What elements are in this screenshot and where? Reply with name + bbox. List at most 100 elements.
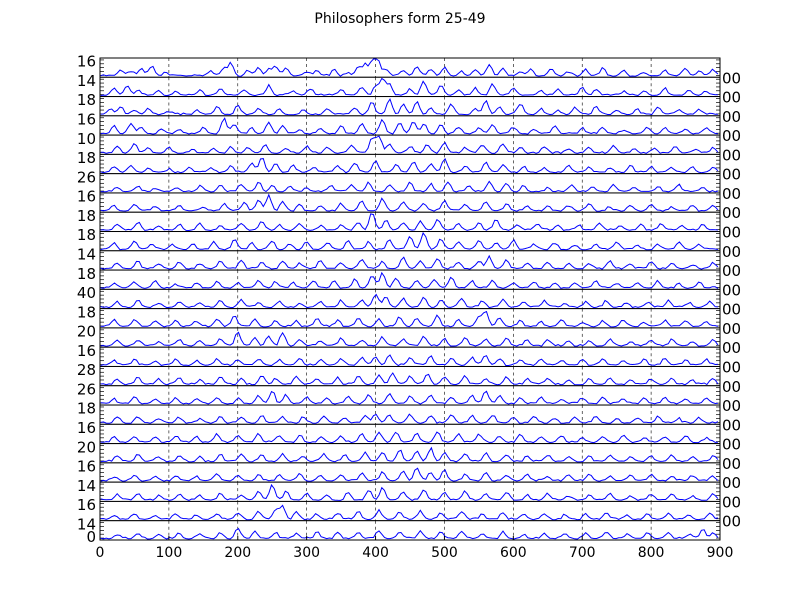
series-line bbox=[100, 135, 719, 155]
series-line bbox=[100, 231, 719, 251]
subplot-46: 16 00 bbox=[77, 455, 741, 483]
subplot-frame bbox=[99, 134, 721, 155]
x-tick-label: 100 bbox=[156, 545, 183, 561]
series-line bbox=[100, 446, 719, 463]
subplot-41: 28 00 bbox=[77, 358, 741, 387]
panel-right-label: 00 bbox=[722, 108, 741, 126]
panel-right-label: 00 bbox=[722, 127, 741, 145]
panel-bottom-left-label: 0 bbox=[86, 528, 96, 546]
panel-left-label: 16 bbox=[77, 419, 96, 437]
x-tick-label: 900 bbox=[707, 545, 734, 561]
subplot-frame bbox=[99, 250, 721, 271]
x-tick-label: 300 bbox=[293, 545, 320, 561]
x-tick-label: 800 bbox=[638, 545, 665, 561]
subplot-44: 16 00 bbox=[77, 416, 741, 445]
panel-right-label: 00 bbox=[722, 166, 741, 184]
panel-left-label: 26 bbox=[77, 168, 96, 186]
panel-right-label: 00 bbox=[722, 358, 741, 376]
panel-right-label: 00 bbox=[722, 281, 741, 299]
panel-right-label: 00 bbox=[722, 185, 741, 203]
x-tick-label: 0 bbox=[96, 545, 105, 561]
series-line bbox=[100, 193, 719, 212]
series-line bbox=[100, 310, 719, 328]
series-line bbox=[100, 180, 719, 193]
subplot-31: 26 00 bbox=[77, 166, 741, 194]
panel-right-label: 00 bbox=[722, 339, 741, 357]
subplot-38: 18 00 bbox=[77, 301, 741, 329]
subplot-frame bbox=[99, 153, 721, 175]
series-line bbox=[100, 390, 718, 405]
x-tick-label: 700 bbox=[569, 545, 596, 561]
panel-right-label: 00 bbox=[722, 493, 741, 511]
subplot-30: 18 00 bbox=[77, 146, 741, 175]
panel-right-label: 00 bbox=[722, 146, 741, 164]
chart-title: Philosophers form 25-49 bbox=[314, 11, 485, 27]
series-line bbox=[100, 354, 718, 367]
series-line bbox=[100, 527, 719, 540]
subplot-37: 40 00 bbox=[77, 281, 741, 310]
panel-right-label: 00 bbox=[722, 455, 741, 473]
panel-right-label: 00 bbox=[722, 243, 741, 261]
panel-left-label: 10 bbox=[77, 130, 96, 148]
panel-left-label: 40 bbox=[77, 284, 96, 302]
panel-left-label: 14 bbox=[77, 72, 96, 90]
subplot-frame bbox=[99, 308, 721, 329]
series-line bbox=[100, 97, 718, 116]
panel-right-label: 00 bbox=[722, 301, 741, 319]
series-line bbox=[100, 157, 719, 174]
panel-left-label: 18 bbox=[77, 149, 96, 167]
subplot-26: 14 00 bbox=[77, 69, 741, 98]
panel-left-label: 18 bbox=[77, 265, 96, 283]
panel-left-label: 18 bbox=[77, 303, 96, 321]
subplot-28: 16 00 bbox=[77, 108, 741, 136]
subplot-42: 26 00 bbox=[77, 378, 741, 406]
panel-left-label: 16 bbox=[77, 458, 96, 476]
panel-right-label: 00 bbox=[722, 397, 741, 415]
panel-left-label: 16 bbox=[77, 496, 96, 514]
subplot-49: 14 00 bbox=[77, 513, 741, 541]
subplot-32: 16 00 bbox=[77, 185, 741, 213]
subplot-frame bbox=[99, 211, 721, 233]
subplot-frame bbox=[99, 500, 721, 522]
panel-right-label: 00 bbox=[722, 416, 741, 434]
x-tick-label: 400 bbox=[362, 545, 389, 561]
x-tick-label: 200 bbox=[224, 545, 251, 561]
x-axis-ticks: 0 100 200 300 400 500 600 700 800 900 bbox=[96, 536, 734, 561]
panel-right-label: 00 bbox=[722, 320, 741, 338]
panel-left-label: 14 bbox=[77, 245, 96, 263]
series-line bbox=[100, 213, 718, 232]
subplot-frame bbox=[99, 231, 721, 252]
panel-left-label: 16 bbox=[77, 53, 96, 71]
subplot-33: 18 00 bbox=[77, 204, 741, 233]
series-line bbox=[100, 117, 718, 135]
panel-left-label: 18 bbox=[77, 400, 96, 418]
panel-left-label: 18 bbox=[77, 91, 96, 109]
panel-left-label: 26 bbox=[77, 380, 96, 398]
panel-right-label: 00 bbox=[722, 69, 741, 87]
subplot-34: 18 00 bbox=[77, 224, 741, 252]
panel-right-label: 00 bbox=[722, 474, 741, 492]
series-line bbox=[100, 372, 719, 386]
panel-right-label: 00 bbox=[722, 89, 741, 107]
subplot-27: 18 00 bbox=[77, 89, 741, 117]
panel-left-label: 16 bbox=[77, 342, 96, 360]
series-line bbox=[100, 254, 719, 270]
subplot-25: 16 bbox=[77, 53, 721, 78]
panel-right-label: 00 bbox=[722, 436, 741, 454]
x-tick-label: 600 bbox=[500, 545, 527, 561]
panel-left-label: 18 bbox=[77, 207, 96, 225]
panel-left-label: 28 bbox=[77, 361, 96, 379]
panel-right-label: 00 bbox=[722, 262, 741, 280]
series-line bbox=[100, 483, 719, 501]
series-line bbox=[100, 271, 719, 289]
panel-left-label: 14 bbox=[77, 477, 96, 495]
subplot-40: 16 00 bbox=[77, 339, 741, 367]
panel-left-label: 18 bbox=[77, 226, 96, 244]
panel-right-label: 00 bbox=[722, 204, 741, 222]
panel-right-label: 00 bbox=[722, 224, 741, 242]
subplot-frame bbox=[99, 115, 721, 136]
panel-left-label: 14 bbox=[77, 515, 96, 533]
panel-left-label: 16 bbox=[77, 188, 96, 206]
